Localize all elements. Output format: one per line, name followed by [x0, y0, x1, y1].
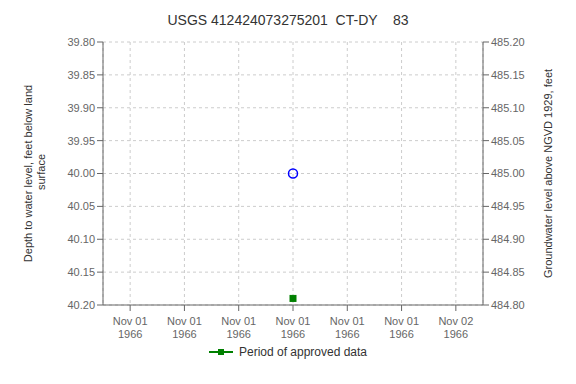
svg-text:40.10: 40.10 — [67, 233, 95, 245]
svg-text:Depth to water level, feet bel: Depth to water level, feet below land su… — [22, 85, 47, 262]
svg-text:39.85: 39.85 — [67, 69, 95, 81]
svg-text:485.20: 485.20 — [491, 36, 525, 48]
svg-text:484.90: 484.90 — [491, 233, 525, 245]
svg-text:Nov 011966: Nov 011966 — [113, 315, 148, 340]
svg-text:Nov 011966: Nov 011966 — [221, 315, 256, 340]
svg-text:Nov 011966: Nov 011966 — [330, 315, 365, 340]
svg-text:Nov 011966: Nov 011966 — [167, 315, 202, 340]
svg-text:39.95: 39.95 — [67, 135, 95, 147]
svg-text:485.00: 485.00 — [491, 167, 525, 179]
svg-text:40.05: 40.05 — [67, 200, 95, 212]
svg-text:39.80: 39.80 — [67, 36, 95, 48]
svg-text:484.80: 484.80 — [491, 299, 525, 311]
html-text:Period of approved data: Period of approved data — [239, 345, 367, 359]
svg-text:Groundwater level above NGVD 1: Groundwater level above NGVD 1929, feet — [542, 69, 554, 278]
svg-text:39.90: 39.90 — [67, 102, 95, 114]
svg-text:Nov 021966: Nov 021966 — [438, 315, 473, 340]
svg-text:485.15: 485.15 — [491, 69, 525, 81]
html-text:USGS 412424073275201 CT-DY 83: USGS 412424073275201 CT-DY 83 — [167, 12, 409, 28]
svg-text:40.15: 40.15 — [67, 266, 95, 278]
svg-text:485.05: 485.05 — [491, 135, 525, 147]
svg-text:40.20: 40.20 — [67, 299, 95, 311]
svg-text:484.95: 484.95 — [491, 200, 525, 212]
svg-text:484.85: 484.85 — [491, 266, 525, 278]
svg-text:Nov 011966: Nov 011966 — [384, 315, 419, 340]
svg-text:Nov 011966: Nov 011966 — [276, 315, 311, 340]
svg-text:40.00: 40.00 — [67, 167, 95, 179]
svg-text:485.10: 485.10 — [491, 102, 525, 114]
